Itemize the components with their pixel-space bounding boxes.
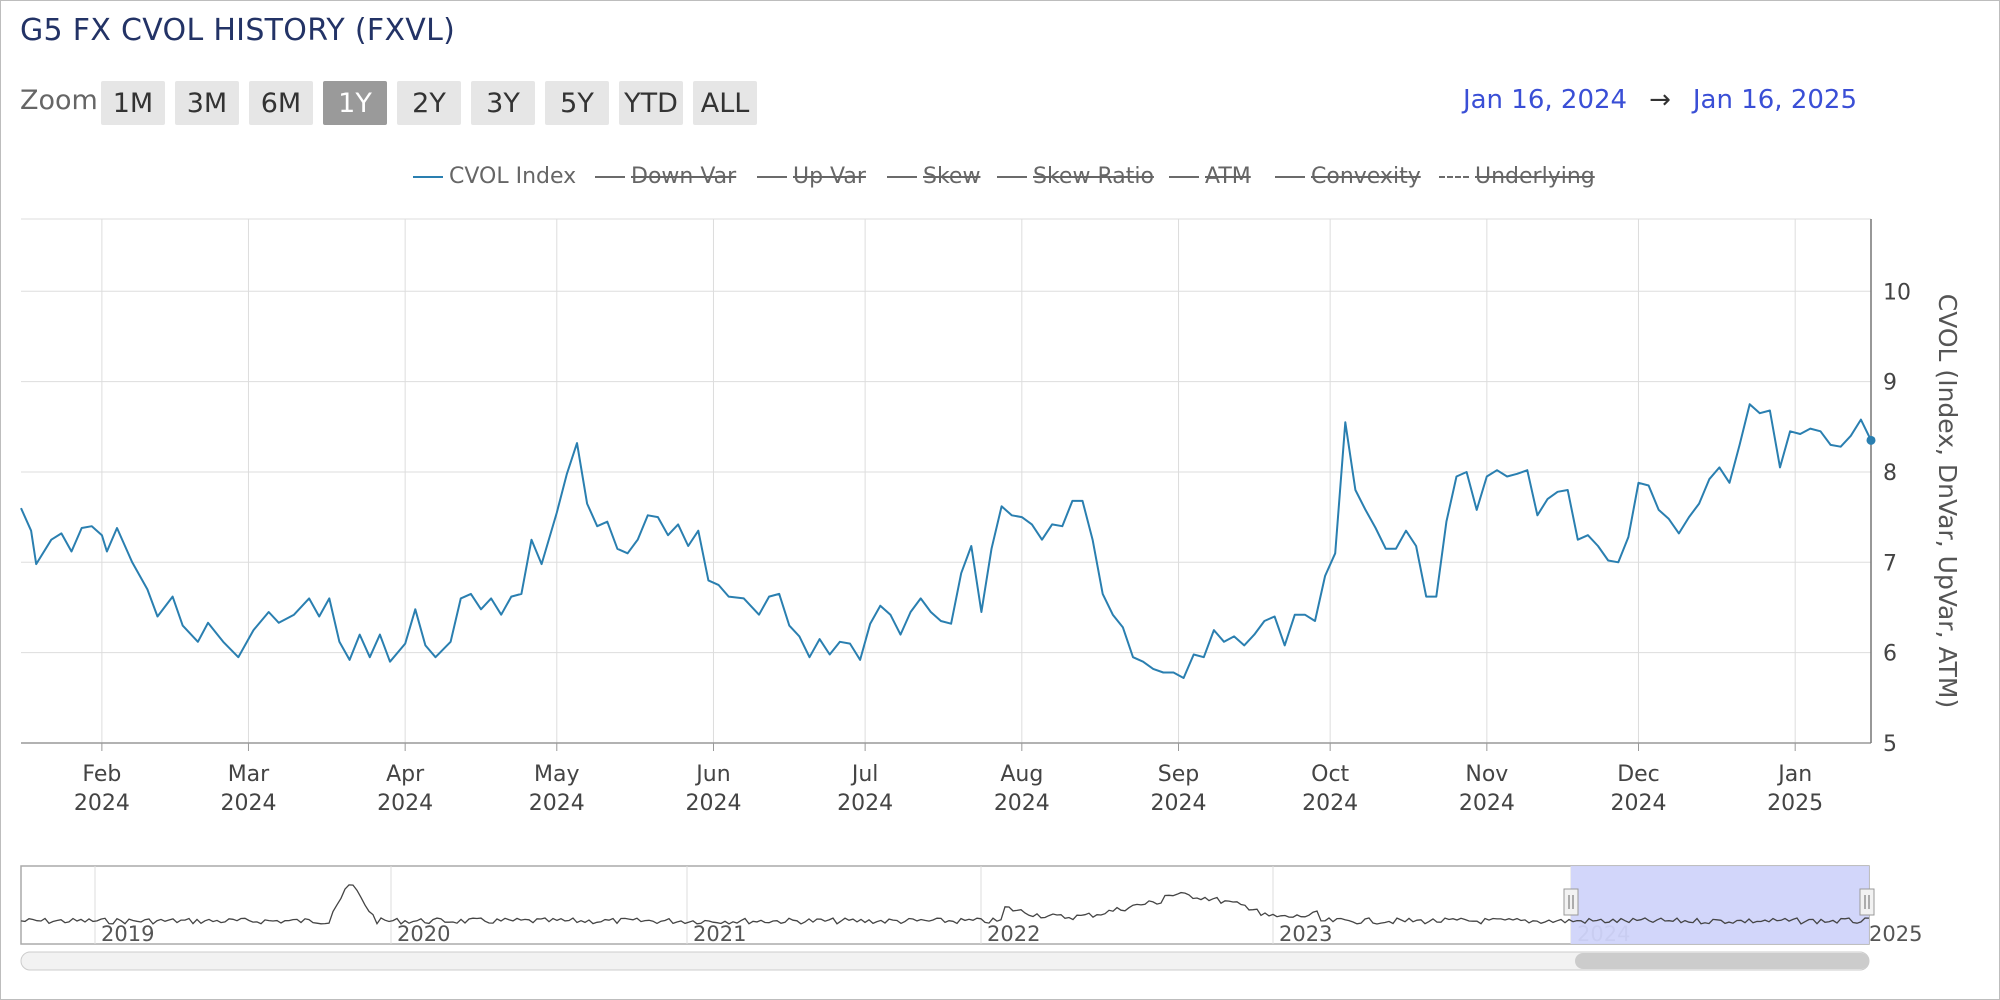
navigator-left-handle[interactable] (1563, 888, 1579, 916)
range-to-date[interactable]: Jan 16, 2025 (1692, 85, 1857, 115)
legend-symbol (1439, 175, 1469, 178)
navigator[interactable]: 2019202020212022202320242025 (1, 856, 2000, 996)
legend-item-underlying[interactable]: Underlying (1439, 164, 1595, 189)
legend-symbol (413, 175, 443, 178)
series-last-point (1866, 435, 1876, 445)
x-tick-year: 2024 (377, 791, 433, 816)
x-tick-year: 2024 (685, 791, 741, 816)
legend-item-convexity[interactable]: Convexity (1275, 164, 1421, 189)
zoom-button-ytd[interactable]: YTD (619, 81, 683, 125)
chart-title: G5 FX CVOL HISTORY (FXVL) (20, 13, 456, 48)
legend-symbol (1275, 175, 1305, 178)
zoom-button-1m[interactable]: 1M (101, 81, 165, 125)
legend-item-down-var[interactable]: Down Var (595, 164, 736, 189)
navigator-selection (1571, 866, 1869, 944)
range-arrow: → (1649, 85, 1671, 115)
legend-item-up-var[interactable]: Up Var (757, 164, 866, 189)
zoom-label: Zoom (20, 85, 98, 116)
navigator-year-label: 2023 (1279, 922, 1332, 946)
x-tick-year: 2025 (1767, 791, 1823, 816)
navigator-year-label: 2025 (1869, 922, 1922, 946)
legend-symbol (997, 175, 1027, 178)
navigator-year-label: 2019 (101, 922, 154, 946)
legend-symbol (1169, 175, 1199, 178)
zoom-button-1y[interactable]: 1Y (323, 81, 387, 125)
zoom-button-all[interactable]: ALL (693, 81, 757, 125)
y-axis-title: CVOL (Index, DnVar, UpVar, ATM) (1933, 294, 1962, 708)
legend-symbol (887, 175, 917, 178)
navigator-right-handle[interactable] (1859, 888, 1875, 916)
x-tick-month: May (534, 762, 579, 787)
main-chart: 5 6 7 8 9 10 Feb 2024 Mar 2024 Apr 2024 May 2024 Jun 20… (20, 218, 1962, 816)
x-tick-year: 2024 (220, 791, 276, 816)
legend-label: Up Var (793, 164, 866, 189)
legend-symbol (595, 175, 625, 178)
legend-label: Down Var (631, 164, 737, 189)
legend-item-atm[interactable]: ATM (1169, 164, 1251, 189)
legend-label: Skew Ratio (1033, 164, 1154, 189)
navigator-scrollbar-thumb[interactable] (1575, 953, 1869, 969)
handle-body (1563, 888, 1579, 916)
x-tick-month: Jun (694, 762, 730, 787)
legend-label: Convexity (1311, 164, 1421, 189)
navigator-year-label: 2021 (693, 922, 746, 946)
x-tick-year: 2024 (994, 791, 1050, 816)
legend-symbol (757, 175, 787, 178)
navigator-year-label: 2020 (397, 922, 450, 946)
x-tick-month: Oct (1311, 762, 1349, 787)
date-range: Jan 16, 2024 → Jan 16, 2025 (1463, 85, 1857, 115)
x-tick-year: 2024 (1151, 791, 1207, 816)
y-tick-label: 6 (1883, 642, 1897, 667)
legend-item-cvol-index[interactable]: CVOL Index (413, 164, 576, 189)
x-tick-month: Sep (1158, 762, 1199, 787)
y-tick-label: 8 (1883, 461, 1897, 486)
legend-item-skew[interactable]: Skew (887, 164, 980, 189)
x-tick-month: Aug (1000, 762, 1043, 787)
x-tick-year: 2024 (1610, 791, 1666, 816)
x-tick-month: Jul (850, 762, 879, 787)
x-tick-month: Dec (1617, 762, 1660, 787)
x-tick-year: 2024 (74, 791, 130, 816)
y-tick-label: 5 (1883, 732, 1897, 757)
x-tick-year: 2024 (837, 791, 893, 816)
zoom-button-2y[interactable]: 2Y (397, 81, 461, 125)
zoom-button-6m[interactable]: 6M (249, 81, 313, 125)
y-tick-label: 7 (1883, 551, 1897, 576)
range-from-date[interactable]: Jan 16, 2024 (1462, 85, 1628, 115)
y-tick-label: 10 (1883, 280, 1911, 305)
x-tick-month: Jan (1776, 762, 1812, 787)
navigator-year-label: 2022 (987, 922, 1040, 946)
x-tick-month: Mar (228, 762, 270, 787)
zoom-button-3y[interactable]: 3Y (471, 81, 535, 125)
y-tick-label: 9 (1883, 371, 1897, 396)
legend-item-skew-ratio[interactable]: Skew Ratio (997, 164, 1154, 189)
x-tick-year: 2024 (529, 791, 585, 816)
x-tick-month: Feb (82, 762, 121, 787)
legend-label: Skew (923, 164, 981, 189)
zoom-button-5y[interactable]: 5Y (545, 81, 609, 125)
x-tick-year: 2024 (1302, 791, 1358, 816)
handle-body (1859, 888, 1875, 916)
x-tick-month: Apr (386, 762, 425, 787)
navigator-frame (20, 865, 1870, 945)
zoom-button-3m[interactable]: 3M (175, 81, 239, 125)
series-line-cvol-index (20, 403, 1872, 679)
legend-label: CVOL Index (449, 164, 577, 189)
legend-label: ATM (1205, 164, 1251, 189)
x-tick-year: 2024 (1459, 791, 1515, 816)
x-tick-month: Nov (1465, 762, 1508, 787)
legend-label: Underlying (1475, 164, 1595, 189)
navigator-series-line (20, 884, 1870, 926)
